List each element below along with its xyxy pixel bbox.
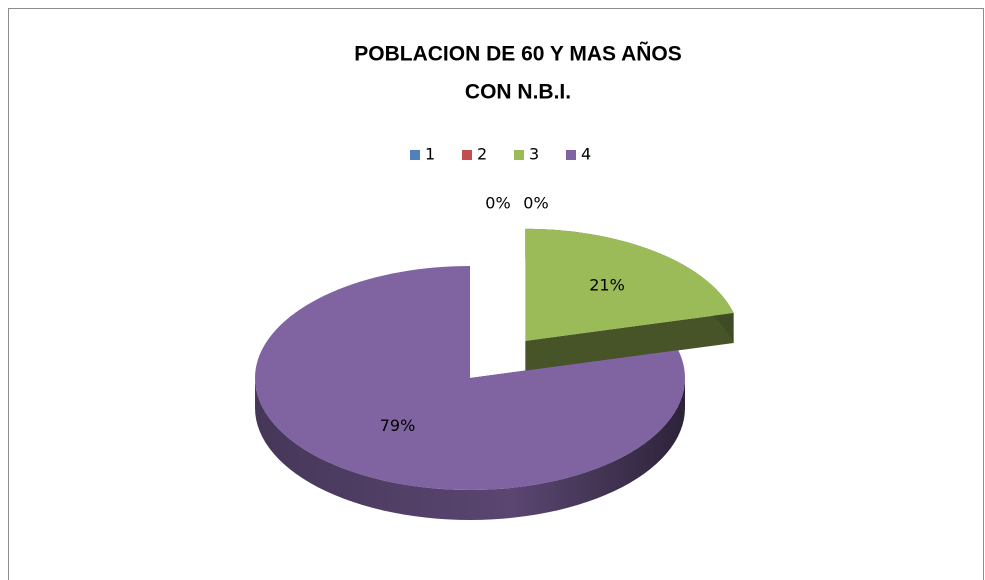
data-label: 0% xyxy=(523,194,548,213)
slice-top xyxy=(255,266,685,490)
data-label: 79% xyxy=(380,416,416,435)
legend-swatch xyxy=(462,150,472,160)
chart-title: CON N.B.I. xyxy=(465,81,571,104)
slice-rim xyxy=(255,378,685,520)
data-label: 21% xyxy=(589,275,625,294)
legend-label: 1 xyxy=(425,145,435,164)
slice-side xyxy=(525,312,734,371)
data-label: 0% xyxy=(485,194,510,213)
legend-label: 2 xyxy=(477,145,487,164)
pie-slice xyxy=(525,228,734,371)
pie-slice xyxy=(255,266,685,520)
legend-swatch xyxy=(566,150,576,160)
legend-swatch xyxy=(514,150,524,160)
legend-swatch xyxy=(410,150,420,160)
chart-title: POBLACION DE 60 Y MAS AÑOS xyxy=(354,43,682,66)
legend-label: 4 xyxy=(581,145,591,164)
legend-label: 3 xyxy=(529,145,539,164)
slice-top xyxy=(525,228,734,341)
